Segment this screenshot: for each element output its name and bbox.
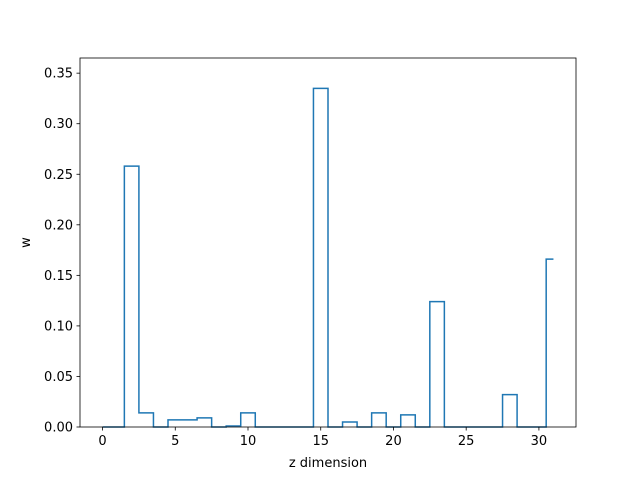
y-tick-label: 0.05 [44,370,73,385]
y-axis-label: w [19,237,34,248]
y-tick-label: 0.30 [44,117,73,132]
y-tick-label: 0.15 [44,269,73,284]
axes-frame [79,57,577,428]
y-tick-label: 0.35 [44,67,73,82]
x-axis-ticks: 0 5 10 15 20 25 30 [98,427,547,449]
y-tick-label: 0.00 [44,421,73,436]
x-tick-label: 0 [98,434,106,449]
y-tick-label: 0.25 [44,168,73,183]
y-axis-ticks: 0.00 0.05 0.10 0.15 0.20 0.25 0.30 0.35 [44,67,80,436]
x-tick-label: 25 [458,434,475,449]
x-tick-label: 20 [385,434,402,449]
x-tick-label: 30 [531,434,548,449]
y-tick-label: 0.20 [44,218,73,233]
x-axis-label: z dimension [289,456,367,471]
y-tick-label: 0.10 [44,319,73,334]
x-tick-label: 10 [240,434,257,449]
x-tick-label: 15 [312,434,329,449]
x-tick-label: 5 [171,434,179,449]
